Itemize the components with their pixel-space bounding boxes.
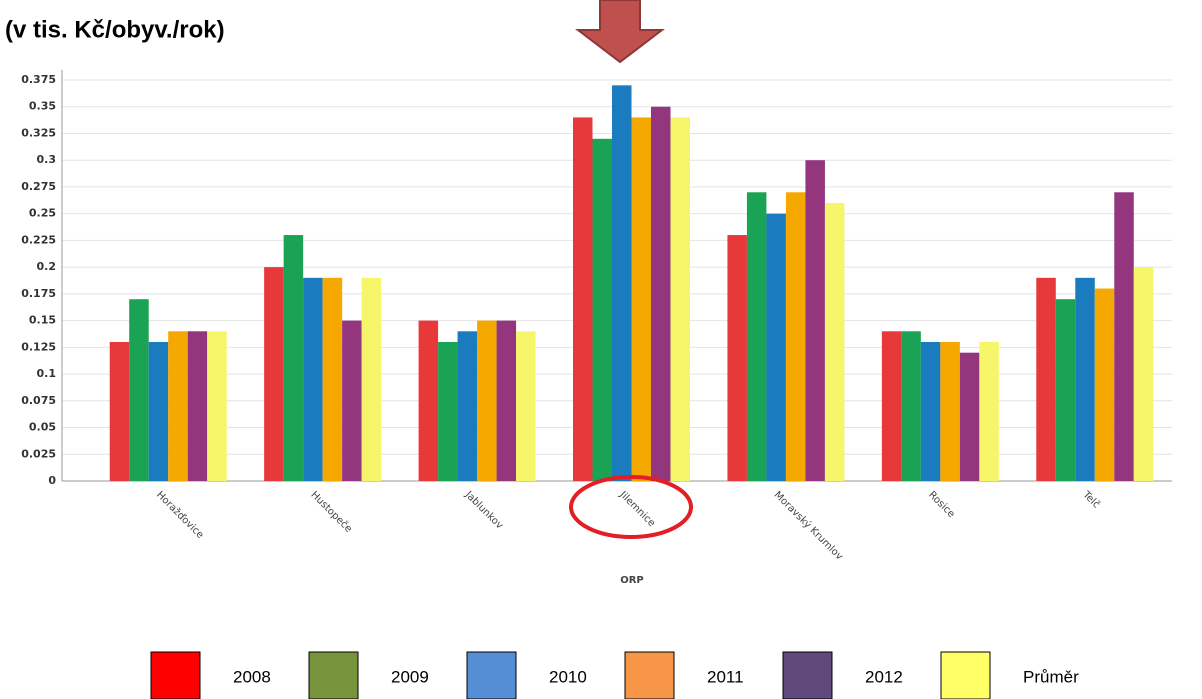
legend-label: 2008 (233, 667, 271, 686)
legend-label: 2012 (865, 667, 903, 686)
legend-swatch (940, 651, 991, 699)
bar (418, 320, 439, 481)
x-tick-label: Moravský Krumlov (772, 489, 846, 563)
bar (168, 331, 188, 481)
x-axis-label: ORP (620, 575, 644, 586)
bar (612, 85, 632, 481)
bar (805, 160, 825, 481)
bar (631, 117, 651, 481)
y-tick-label: 0 (48, 474, 56, 487)
legend-swatch (624, 651, 675, 699)
highlight-ellipse (569, 475, 693, 539)
bar (785, 192, 806, 481)
y-tick-label: 0.175 (21, 287, 56, 300)
bar (573, 117, 593, 481)
y-tick-label: 0.075 (21, 394, 56, 407)
bar (979, 341, 999, 481)
bar (727, 235, 747, 481)
bar (438, 341, 458, 481)
y-tick-label: 0.35 (29, 100, 56, 113)
bar (148, 341, 169, 481)
bar (1036, 277, 1056, 481)
bar (651, 106, 671, 481)
bar (1055, 299, 1076, 481)
bar (457, 331, 478, 481)
x-tick-label: Hustopeče (308, 489, 354, 535)
bar (477, 320, 497, 481)
bar (342, 320, 362, 481)
legend-swatch (466, 651, 517, 699)
bar (187, 331, 208, 481)
x-tick-label: Jablunkov (462, 489, 505, 532)
bar (746, 192, 767, 481)
bar (670, 117, 690, 481)
legend-swatch (782, 651, 833, 699)
bar (361, 277, 382, 481)
y-tick-label: 0.025 (21, 447, 56, 460)
legend-swatch (150, 651, 201, 699)
x-tick-label: Jilemnice (617, 489, 657, 529)
y-tick-label: 0.25 (29, 207, 56, 220)
y-tick-label: 0.2 (37, 260, 57, 273)
x-tick-label: Rosice (926, 489, 957, 520)
bar (920, 341, 941, 481)
chart-title: (v tis. Kč/obyv./rok) (5, 16, 225, 43)
bar (109, 341, 130, 481)
y-tick-label: 0.375 (21, 73, 56, 86)
bar (881, 331, 902, 481)
bar (207, 331, 227, 481)
bar (516, 331, 536, 481)
y-tick-label: 0.125 (21, 340, 56, 353)
bar (264, 267, 284, 481)
bar (322, 277, 343, 481)
bar (592, 138, 612, 481)
bar (496, 320, 517, 481)
y-tick-label: 0.275 (21, 180, 56, 193)
legend-swatch (308, 651, 359, 699)
bar (901, 331, 921, 481)
bar (1075, 277, 1095, 481)
y-tick-label: 0.3 (37, 153, 57, 166)
y-tick-label: 0.225 (21, 233, 56, 246)
x-tick-label: Horažďovice (154, 489, 206, 541)
bar (824, 202, 845, 481)
bar (303, 277, 323, 481)
x-tick-label: Telč (1080, 488, 1103, 511)
bar (1114, 192, 1134, 481)
bar (283, 235, 304, 481)
legend-label: 2010 (549, 667, 587, 686)
legend-label: Průměr (1023, 667, 1079, 686)
bar (940, 341, 960, 481)
legend-label: 2011 (707, 667, 744, 686)
legend-label: 2009 (391, 667, 429, 686)
bar (959, 352, 980, 481)
y-tick-label: 0.15 (29, 314, 56, 327)
bar (1133, 267, 1154, 481)
y-tick-label: 0.325 (21, 126, 56, 139)
bar (129, 299, 149, 481)
bar (766, 213, 786, 481)
y-tick-label: 0.1 (37, 367, 57, 380)
y-tick-label: 0.05 (29, 421, 56, 434)
bar (1094, 288, 1115, 481)
arrow (575, 0, 665, 64)
